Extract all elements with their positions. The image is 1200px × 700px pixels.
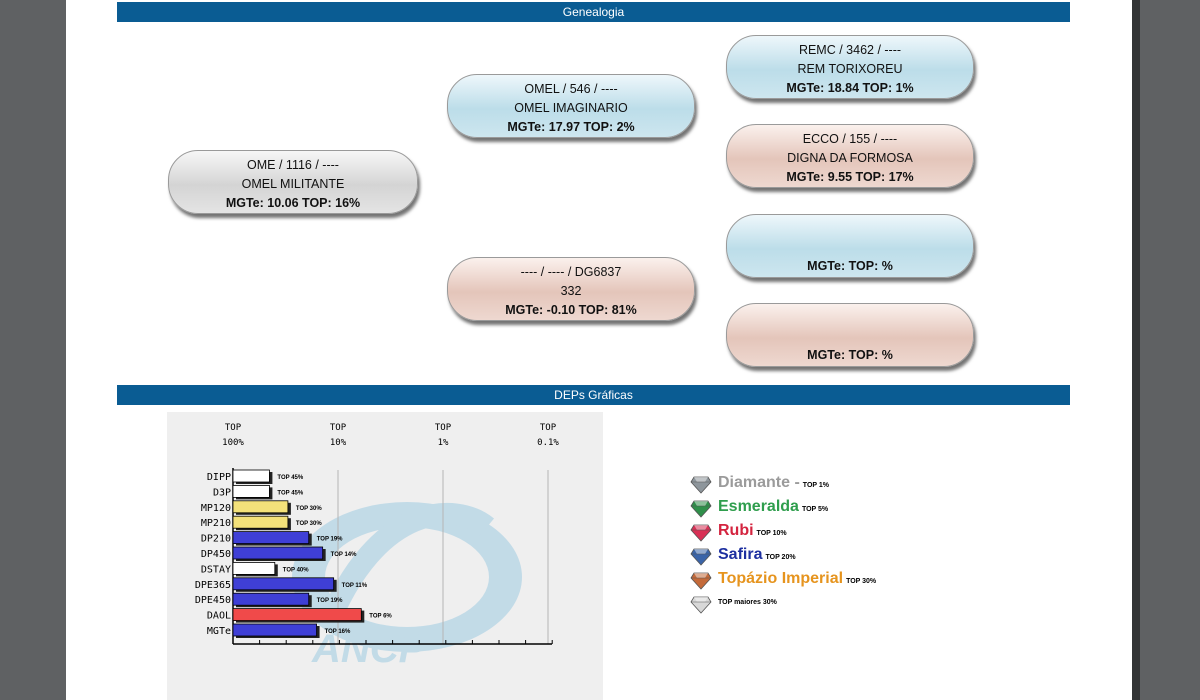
bar (232, 546, 324, 560)
ruby-gem-icon (690, 524, 712, 547)
bar-value-label: TOP 14% (331, 552, 357, 558)
legend-others-label: TOP maiores 30% (718, 599, 777, 606)
dam-card[interactable]: ---- / ---- / DG6837 332 MGTe: -0.10 TOP… (447, 257, 695, 321)
legend-name: Safira TOP 20% (718, 546, 796, 563)
category-label: DAOL (207, 611, 231, 622)
bar (232, 500, 289, 514)
bar (232, 531, 310, 544)
paternal-grandsire-id: REMC / 3462 / ---- (798, 43, 902, 57)
category-label: DSTAY (201, 564, 231, 575)
paternal-granddam-name: DIGNA DA FORMOSA (787, 151, 913, 165)
maternal-grandsire-card[interactable]: MGTe: TOP: % (726, 214, 974, 278)
dam-name: 332 (560, 284, 582, 298)
category-label: DPE450 (195, 595, 231, 606)
sire-name: OMEL IMAGINARIO (514, 101, 628, 115)
bar-value-label: TOP 19% (317, 598, 343, 604)
page-shadow (1132, 0, 1140, 700)
paternal-granddam-id: ECCO / 155 / ---- (802, 132, 898, 146)
bar-value-label: TOP 30% (296, 506, 322, 512)
animal-name: OMEL MILITANTE (241, 177, 345, 191)
bar-value-label: TOP 11% (342, 583, 368, 589)
bar (232, 592, 310, 606)
legend-top-label: TOP 10% (756, 530, 787, 537)
gray-gem-icon (690, 596, 712, 619)
sire-card[interactable]: OMEL / 546 / ---- OMEL IMAGINARIO MGTe: … (447, 74, 695, 138)
legend-top-label: TOP 5% (801, 506, 829, 513)
diamond-gem-icon (690, 476, 712, 499)
axis-tick-label: TOP (435, 423, 452, 433)
bar-value-label: TOP 30% (296, 521, 322, 527)
legend-name: Rubi TOP 10% (718, 522, 787, 539)
axis-tick-label: 100% (222, 438, 244, 448)
sapphire-gem-icon (690, 548, 712, 571)
legend-top-label: TOP 20% (765, 554, 796, 561)
category-label: MGTe (207, 626, 231, 637)
legend-top-label: TOP 30% (846, 578, 877, 585)
axis-tick-label: 1% (438, 438, 449, 448)
bar (232, 485, 270, 498)
legend-name: Topázio Imperial TOP 30% (718, 570, 877, 587)
axis-tick-label: TOP (225, 423, 242, 433)
paternal-grandsire-card[interactable]: REMC / 3462 / ---- REM TORIXOREU MGTe: 1… (726, 35, 974, 99)
sire-mgte: MGTe: 17.97 TOP: 2% (507, 120, 635, 134)
deps-header: DEPs Gráficas (117, 385, 1070, 405)
category-label: DP210 (201, 534, 231, 545)
axis-tick-label: 0.1% (537, 438, 559, 448)
category-label: MP210 (201, 518, 231, 529)
legend-name: Esmeralda TOP 5% (718, 498, 829, 515)
topaz-gem-icon (690, 572, 712, 595)
category-label: DP450 (201, 549, 231, 560)
bar (232, 515, 289, 529)
deps-chart: ANCP TOP 100% TOP 10% TOP 1% TOP 0.1% DIPP TOP 4… (195, 423, 560, 671)
paternal-grandsire-name: REM TORIXOREU (797, 62, 903, 76)
genealogia-header: Genealogia (117, 2, 1070, 22)
category-label: D3P (213, 487, 231, 498)
category-label: DIPP (207, 472, 231, 483)
dam-id: ---- / ---- / DG6837 (520, 265, 622, 279)
ancp-watermark: ANCP (292, 502, 522, 671)
maternal-granddam-card[interactable]: MGTe: TOP: % (726, 303, 974, 367)
maternal-granddam-mgte: MGTe: TOP: % (807, 348, 893, 362)
bar (232, 561, 276, 575)
axis-tick-label: TOP (540, 423, 557, 433)
bar-value-label: TOP 16% (325, 629, 351, 635)
watermark-text: ANCP (311, 627, 426, 671)
dam-mgte: MGTe: -0.10 TOP: 81% (505, 303, 637, 317)
bar (232, 577, 335, 591)
sire-id: OMEL / 546 / ---- (524, 82, 618, 96)
paternal-granddam-mgte: MGTe: 9.55 TOP: 17% (786, 170, 914, 184)
animal-mgte: MGTe: 10.06 TOP: 16% (225, 196, 361, 210)
axis-tick-label: 10% (330, 438, 347, 448)
bar-value-label: TOP 40% (283, 567, 309, 573)
paternal-granddam-card[interactable]: ECCO / 155 / ---- DIGNA DA FORMOSA MGTe:… (726, 124, 974, 188)
animal-id: OME / 1116 / ---- (247, 158, 339, 172)
legend-name: Diamante - TOP 1% (718, 474, 829, 491)
bar-value-label: TOP 45% (277, 475, 303, 481)
bar-value-label: TOP 19% (317, 537, 343, 543)
bar (232, 469, 270, 483)
bar (232, 623, 317, 637)
emerald-gem-icon (690, 500, 712, 523)
paternal-grandsire-mgte: MGTe: 18.84 TOP: 1% (786, 81, 914, 95)
animal-card[interactable]: OME / 1116 / ---- OMEL MILITANTE MGTe: 1… (168, 150, 418, 214)
legend-top-label: TOP 1% (802, 482, 829, 489)
bar (232, 608, 362, 622)
maternal-grandsire-mgte: MGTe: TOP: % (807, 259, 893, 273)
axis-tick-label: TOP (330, 423, 347, 433)
bar-value-label: TOP 45% (277, 490, 303, 496)
category-label: MP120 (201, 503, 231, 514)
category-label: DPE365 (195, 580, 231, 591)
bar-value-label: TOP 6% (369, 614, 392, 620)
